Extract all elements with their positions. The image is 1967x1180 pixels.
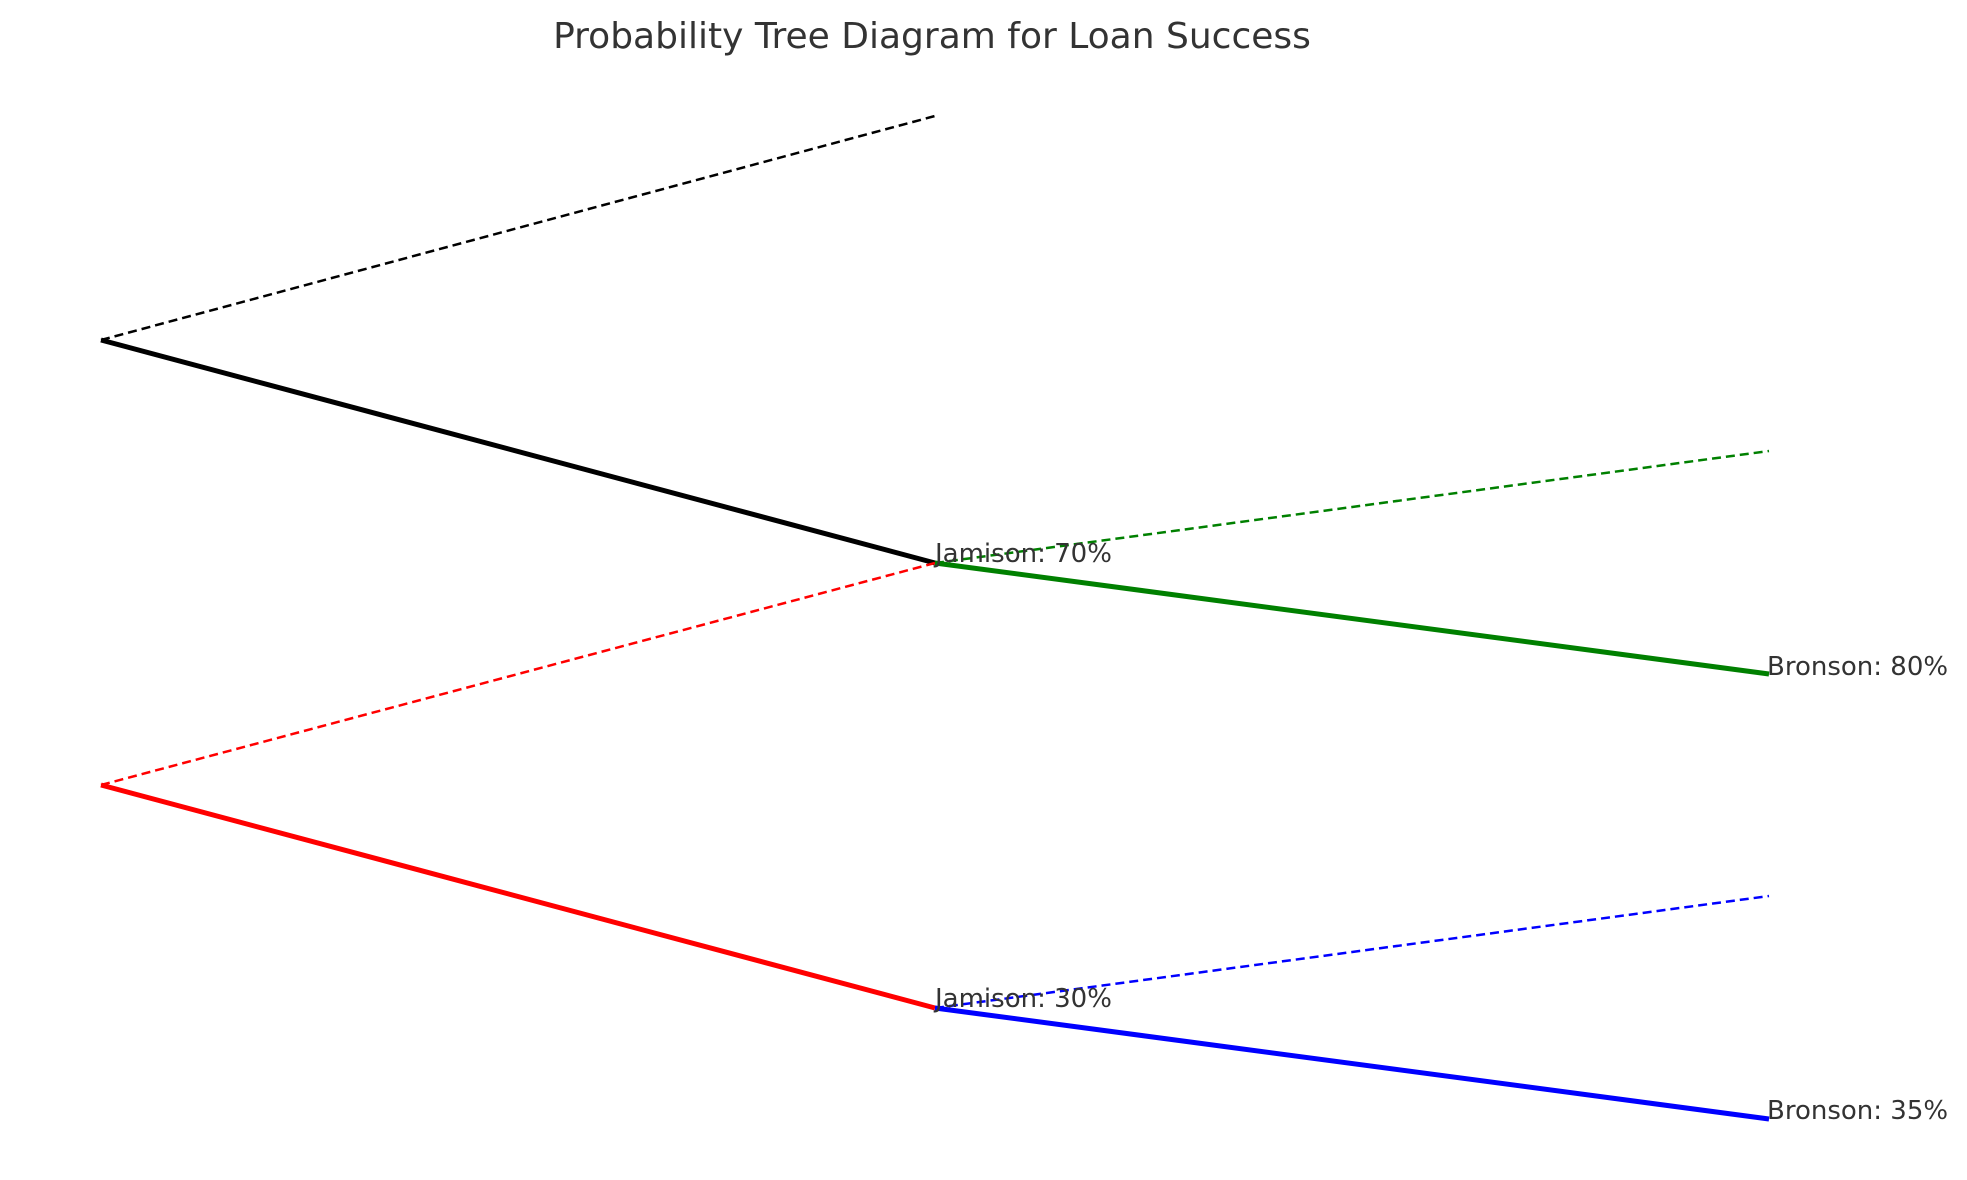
label-jamison-70: Jamison: 70% — [933, 539, 1112, 569]
label-bronson-35: Bronson: 35% — [1767, 1096, 1948, 1126]
edge-jamison-30-dashed — [934, 894, 1770, 1010]
edge-upper-root-to-jamison-70 — [100, 337, 936, 566]
diagram-title: Probability Tree Diagram for Loan Succes… — [553, 16, 1311, 57]
label-bronson-80: Bronson: 80% — [1767, 652, 1948, 682]
edge-upper-root-dashed — [100, 114, 936, 342]
edge-jamison-70-to-bronson-80 — [934, 560, 1770, 677]
label-jamison-30: Jamison: 30% — [933, 984, 1112, 1014]
edge-jamison-30-to-bronson-35 — [934, 1005, 1770, 1122]
edge-lower-root-dashed — [100, 561, 936, 787]
edge-lower-root-to-jamison-30 — [100, 782, 936, 1011]
edge-jamison-70-dashed — [934, 449, 1770, 565]
